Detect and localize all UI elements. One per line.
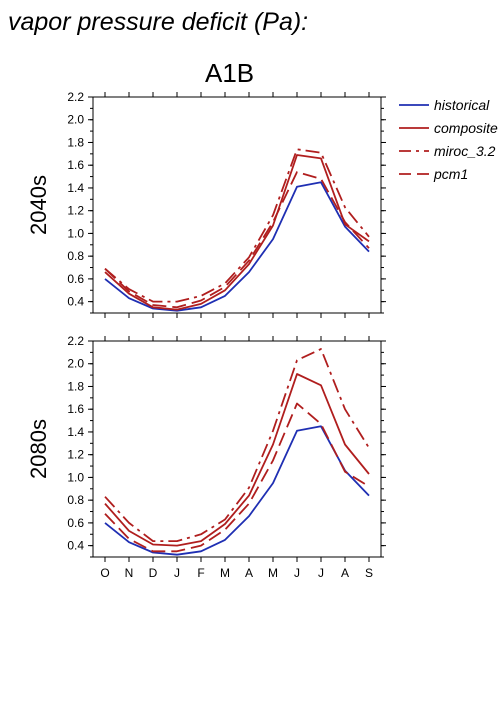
x-tick-label: S	[365, 566, 373, 580]
x-tick-label: A	[245, 566, 253, 580]
y-tick-label: 1.4	[67, 425, 84, 439]
y-tick-label: 0.8	[67, 249, 84, 263]
plot-frame	[92, 340, 382, 558]
y-tick-label: 2.0	[67, 357, 84, 371]
y-tick-label: 1.2	[67, 448, 84, 462]
x-tick-label: J	[294, 566, 300, 580]
y-tick-label: 1.0	[67, 226, 84, 240]
x-tick-label: M	[220, 566, 230, 580]
series-line-composite	[104, 373, 370, 547]
x-tick-label: A	[341, 566, 349, 580]
x-tick-label: D	[149, 566, 158, 580]
plot-frame	[92, 96, 382, 314]
series-line-miroc-3-2	[104, 348, 370, 542]
page-title: vapor pressure deficit (Pa):	[8, 8, 309, 36]
y-tick-label: 1.6	[67, 158, 84, 172]
series-line-pcm1	[104, 171, 370, 309]
series-line-miroc-3-2	[104, 148, 370, 303]
x-tick-label: M	[268, 566, 278, 580]
x-tick-label: J	[318, 566, 324, 580]
panel-label: 2040s	[26, 175, 51, 235]
series-line-composite	[104, 154, 370, 311]
scenario-title: A1B	[205, 58, 255, 88]
series-line-pcm1	[104, 402, 370, 553]
x-tick-label: N	[125, 566, 134, 580]
y-tick-label: 0.4	[67, 539, 84, 553]
y-tick-label: 2.0	[67, 113, 84, 127]
legend-label: historical	[434, 97, 490, 113]
y-tick-label: 0.4	[67, 295, 84, 309]
legend-label: pcm1	[433, 166, 468, 182]
y-tick-label: 0.6	[67, 516, 84, 530]
y-tick-label: 0.8	[67, 493, 84, 507]
y-tick-label: 1.0	[67, 470, 84, 484]
y-tick-label: 2.2	[67, 334, 84, 348]
x-tick-label: O	[100, 566, 109, 580]
x-tick-label: J	[174, 566, 180, 580]
x-tick-label: F	[197, 566, 204, 580]
y-tick-label: 1.2	[67, 204, 84, 218]
y-tick-label: 1.4	[67, 181, 84, 195]
legend-label: miroc_3.2	[434, 143, 496, 159]
y-tick-label: 1.8	[67, 135, 84, 149]
y-tick-label: 1.6	[67, 402, 84, 416]
y-tick-label: 0.6	[67, 272, 84, 286]
panel-label: 2080s	[26, 419, 51, 479]
series-line-historical	[104, 181, 370, 312]
y-tick-label: 1.8	[67, 379, 84, 393]
legend-label: composite	[434, 120, 498, 136]
y-tick-label: 2.2	[67, 90, 84, 104]
